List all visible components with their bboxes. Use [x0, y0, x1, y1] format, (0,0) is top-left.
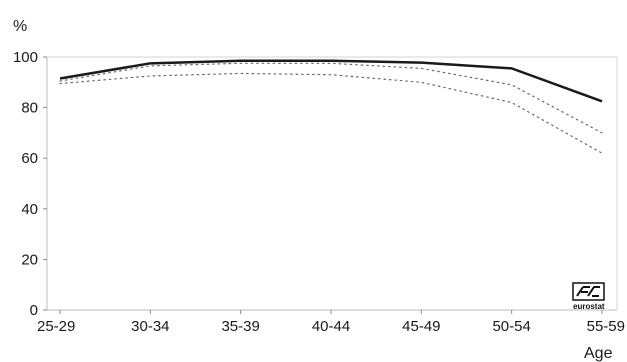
x-tick-label: 30-34 — [131, 318, 169, 335]
y-tick-label: 60 — [21, 150, 38, 167]
y-tick-label: 80 — [21, 100, 38, 117]
y-axis-title: % — [13, 18, 27, 35]
eurostat-logo-text: eurostat — [573, 302, 605, 311]
x-tick-label: 40-44 — [312, 318, 350, 335]
y-tick-label: 0 — [30, 302, 38, 319]
series-line-1 — [59, 59, 603, 103]
x-tick-label: 50-54 — [492, 318, 530, 335]
series-line-2 — [59, 62, 603, 134]
eurostat-logo-glyph — [576, 286, 600, 297]
x-tick-label: 25-29 — [37, 318, 75, 335]
x-tick-label: 35-39 — [221, 318, 259, 335]
series-layer — [59, 59, 603, 154]
y-tick-label: 40 — [21, 201, 38, 218]
series-line-3 — [59, 72, 603, 154]
y-tick-label: 100 — [13, 49, 38, 66]
eurostat-logo-mark — [572, 282, 605, 301]
x-tick-label: 55-59 — [587, 318, 625, 335]
plot-area — [46, 56, 618, 311]
y-tick-label: 20 — [21, 251, 38, 268]
eurostat-logo: eurostat — [572, 282, 605, 311]
x-tick-label: 45-49 — [402, 318, 440, 335]
x-axis-title: Age — [584, 345, 613, 362]
y-axis-ticks: 0 20 40 60 80 100 — [13, 49, 47, 319]
x-axis-ticks: 25-29 30-34 35-39 40-44 45-49 50-54 55-59 — [37, 310, 625, 335]
